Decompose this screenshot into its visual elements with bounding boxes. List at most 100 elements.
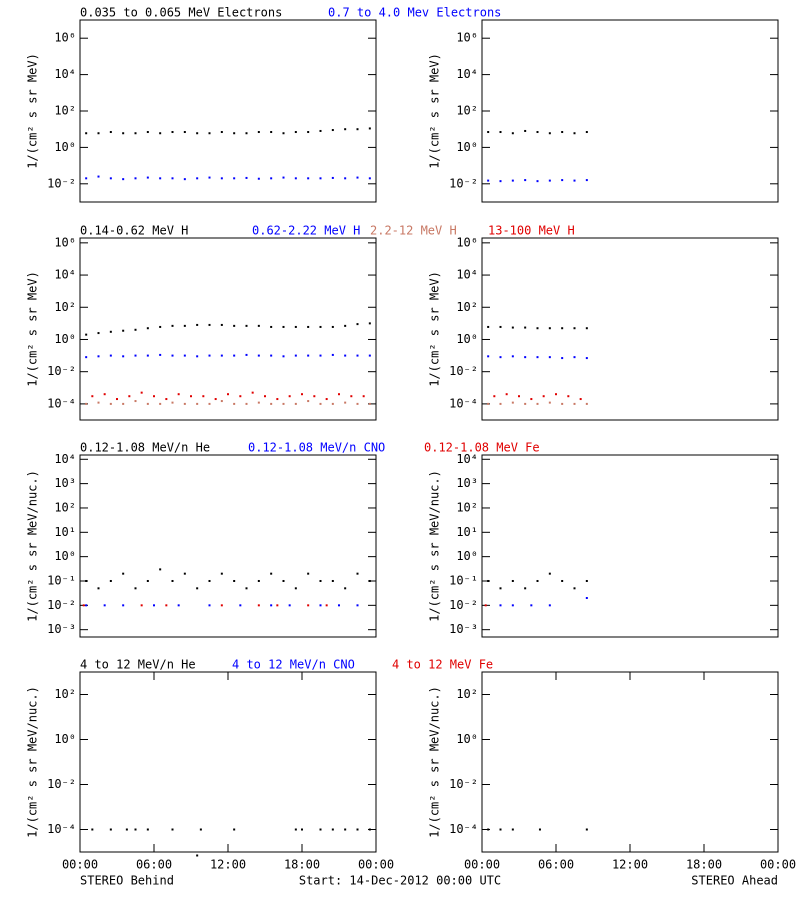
data-point: [233, 324, 236, 327]
y-tick-label: 10⁰: [54, 140, 76, 154]
data-point: [319, 325, 322, 328]
data-point: [530, 604, 533, 607]
data-point: [524, 129, 527, 132]
data-point: [146, 176, 149, 179]
data-point: [585, 131, 588, 134]
data-point: [356, 176, 359, 179]
data-point: [196, 587, 199, 590]
data-point: [183, 178, 186, 181]
data-point: [257, 579, 260, 582]
data-point: [487, 579, 490, 582]
data-point: [561, 327, 564, 330]
data-point: [368, 177, 371, 180]
data-point: [233, 354, 236, 357]
data-point: [561, 357, 564, 360]
data-point: [344, 354, 347, 357]
data-point: [338, 604, 340, 607]
data-point: [251, 391, 254, 394]
data-point: [301, 828, 303, 831]
data-point: [239, 604, 242, 607]
data-point: [499, 402, 502, 405]
data-point: [524, 587, 527, 590]
legend-entry: 0.7 to 4.0 Mev Electrons: [328, 6, 501, 20]
data-point: [171, 324, 174, 327]
data-point: [171, 177, 174, 180]
data-point: [233, 579, 236, 582]
data-point: [319, 402, 322, 405]
data-point: [536, 579, 539, 582]
data-point: [368, 579, 371, 582]
data-point: [561, 402, 564, 405]
data-point: [109, 828, 112, 831]
data-point: [307, 604, 310, 607]
data-point: [511, 132, 514, 135]
data-point: [319, 129, 322, 132]
data-point: [301, 393, 303, 396]
data-point: [573, 179, 576, 182]
data-point: [220, 354, 223, 357]
data-point: [159, 132, 162, 135]
y-axis-label: 1/(cm² s sr MeV/nuc.): [26, 686, 40, 838]
data-point: [499, 180, 502, 183]
plot-frame: [481, 454, 779, 638]
data-point: [109, 354, 112, 357]
data-point: [159, 568, 162, 571]
data-point: [344, 401, 347, 404]
data-point: [294, 131, 297, 134]
data-point: [97, 332, 100, 335]
data-point: [183, 402, 186, 405]
data-point: [294, 587, 297, 590]
data-point: [294, 177, 297, 180]
data-point: [97, 132, 100, 135]
legend-entry: 13-100 MeV H: [488, 224, 575, 238]
data-point: [344, 128, 347, 131]
data-point: [177, 393, 180, 396]
data-point: [183, 131, 186, 134]
y-tick-label: 10⁻²: [449, 364, 478, 378]
y-tick-label: 10⁻³: [449, 622, 478, 636]
data-point: [561, 579, 564, 582]
y-tick-label: 10⁻⁴: [47, 396, 76, 410]
data-point: [350, 395, 353, 398]
data-point: [85, 177, 88, 180]
data-point: [484, 604, 487, 607]
data-point: [487, 355, 490, 358]
data-point: [171, 131, 174, 134]
data-point: [487, 179, 490, 182]
data-point: [91, 395, 94, 398]
data-point: [128, 395, 131, 398]
data-point: [511, 326, 514, 329]
data-point: [319, 177, 322, 180]
data-point: [282, 132, 285, 135]
y-tick-label: 10⁰: [54, 332, 76, 346]
data-point: [257, 131, 260, 134]
data-point: [159, 177, 162, 180]
data-point: [134, 177, 137, 180]
data-point: [344, 828, 347, 831]
data-point: [319, 604, 322, 607]
data-point: [368, 322, 371, 325]
data-point: [282, 355, 285, 358]
data-point: [103, 604, 106, 607]
data-point: [499, 604, 502, 607]
data-point: [331, 176, 334, 179]
data-point: [282, 325, 285, 328]
data-point: [220, 323, 223, 326]
data-point: [511, 401, 514, 404]
data-point: [171, 401, 174, 404]
data-point: [109, 579, 112, 582]
data-point: [487, 402, 490, 405]
x-tick-label: 06:00: [538, 858, 574, 872]
data-point: [524, 326, 527, 329]
y-tick-label: 10⁻²: [47, 598, 76, 612]
data-point: [91, 828, 94, 831]
data-point: [307, 177, 310, 180]
data-point: [573, 402, 576, 405]
data-point: [233, 177, 236, 180]
data-point: [356, 354, 359, 357]
y-tick-label: 10²: [456, 500, 478, 514]
data-point: [257, 354, 260, 357]
data-point: [146, 402, 149, 405]
data-point: [548, 356, 551, 359]
plot-frame: [481, 237, 779, 421]
